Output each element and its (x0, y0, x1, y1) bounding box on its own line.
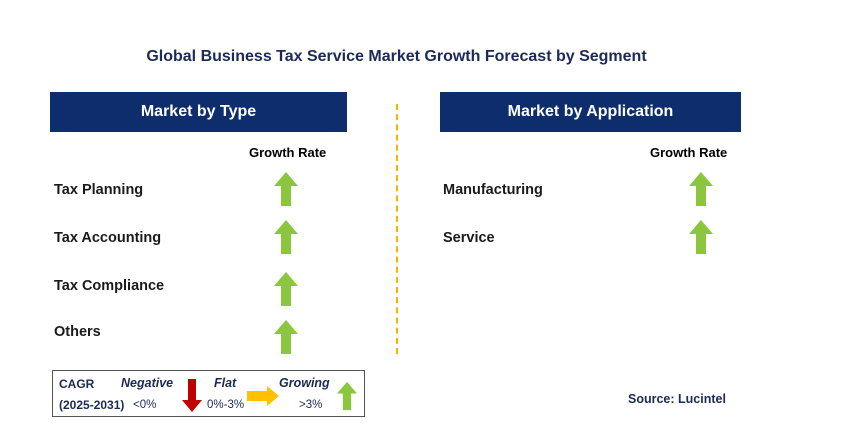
application-row-label: Manufacturing (443, 182, 543, 198)
arrow-up-green-icon (689, 220, 713, 254)
legend-flat-label: Flat (214, 376, 237, 390)
application-growth-rate-label: Growth Rate (650, 145, 728, 160)
arrow-down-red-icon (182, 379, 202, 412)
cagr-legend: CAGR (2025-2031) Negative <0% Flat 0%-3%… (52, 370, 365, 417)
legend-growing-value: >3% (299, 399, 323, 411)
type-row-label: Tax Compliance (54, 278, 165, 294)
type-panel-header: Market by Type (50, 92, 347, 132)
legend-period: (2025-2031) (59, 398, 125, 412)
arrow-up-green-icon (337, 381, 357, 411)
legend-growing-label: Growing (279, 376, 330, 390)
arrow-up-green-icon (274, 220, 298, 254)
type-row-label: Others (54, 324, 101, 340)
type-growth-rate-label: Growth Rate (249, 145, 327, 160)
legend-negative-value: <0% (133, 399, 157, 411)
panel-divider (396, 104, 398, 354)
arrow-right-yellow-icon (247, 386, 279, 406)
legend-cagr-label: CAGR (59, 377, 95, 391)
application-row-label: Service (443, 230, 495, 246)
type-row-label: Tax Planning (54, 182, 144, 198)
legend-negative-label: Negative (121, 376, 174, 390)
arrow-up-green-icon (274, 320, 298, 354)
arrow-up-green-icon (274, 172, 298, 206)
application-panel-header: Market by Application (440, 92, 741, 132)
page-title: Global Business Tax Service Market Growt… (146, 48, 647, 65)
arrow-up-green-icon (274, 272, 298, 306)
legend-flat-value: 0%-3% (207, 399, 245, 411)
arrow-up-green-icon (689, 172, 713, 206)
type-row-label: Tax Accounting (54, 230, 162, 246)
source-label: Source: Lucintel (628, 392, 726, 406)
